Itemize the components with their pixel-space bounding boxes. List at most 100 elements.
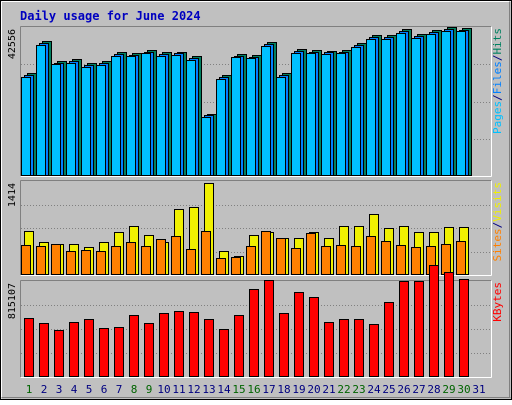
legend-hits-part-4: /: [491, 55, 504, 62]
bar-visits-s2-day-11: [171, 236, 181, 275]
panel-visits: 1414 Sites/Visits: [7, 180, 504, 276]
day-label-12: 12: [187, 383, 200, 396]
bar-kbytes-s1-day-1: [24, 318, 34, 377]
bar-kbytes-s1-day-12: [189, 312, 199, 377]
bar-hits-s3-day-4: [66, 63, 76, 176]
bar-kbytes-s1-day-17: [264, 280, 274, 377]
bar-hits-s3-day-10: [156, 56, 166, 176]
bar-visits-s2-day-4: [66, 251, 76, 275]
bar-visits-s2-day-25: [381, 241, 391, 275]
legend-visits-part-2: /: [491, 222, 504, 229]
bar-hits-s3-day-11: [171, 55, 181, 176]
legend-hits-part-3: Files: [491, 61, 504, 94]
bar-kbytes-s1-day-26: [399, 281, 409, 377]
bar-kbytes-s1-day-4: [69, 322, 79, 377]
bar-kbytes-s1-day-22: [339, 319, 349, 377]
bar-kbytes-s1-day-2: [39, 323, 49, 377]
bar-hits-s3-day-1: [21, 77, 31, 176]
bar-visits-s2-day-23: [351, 246, 361, 275]
bar-kbytes-s1-day-30: [459, 279, 469, 377]
bar-hits-s3-day-29: [441, 31, 451, 176]
day-labels: 1 2 3 4 5 6 7 8 9 10 11 12 13 14 15 16 17 18 19 20 21 22 23 24 2…: [26, 383, 486, 396]
day-label-21: 21: [322, 383, 335, 396]
chart-title: Daily usage for June 2024: [20, 9, 201, 23]
bar-visits-s2-day-24: [366, 236, 376, 275]
bar-visits-s2-day-10: [156, 239, 166, 275]
bar-visits-s2-day-12: [186, 249, 196, 275]
bar-kbytes-s1-day-21: [324, 322, 334, 377]
bar-hits-s3-day-24: [366, 39, 376, 176]
bar-hits-s3-day-25: [381, 39, 391, 176]
bar-visits-s2-day-9: [141, 246, 151, 275]
bar-kbytes-s1-day-8: [129, 315, 139, 377]
bar-kbytes-s1-day-23: [354, 319, 364, 377]
bar-visits-s2-day-3: [51, 244, 61, 275]
day-label-11: 11: [172, 383, 185, 396]
chart-panels: 42556Pages/Files/Hits1414Sites/Visits815…: [7, 26, 504, 378]
panel-hits-ytick-label: 42556: [7, 29, 18, 59]
bar-hits-s3-day-6: [96, 65, 106, 176]
bar-kbytes-s1-day-25: [384, 302, 394, 377]
bar-hits-s3-day-8: [126, 56, 136, 176]
bar-kbytes-s1-day-11: [174, 311, 184, 377]
bar-visits-s2-day-17: [261, 231, 271, 275]
bar-visits-s2-day-6: [96, 251, 106, 275]
bar-kbytes-s1-day-3: [54, 330, 64, 377]
bar-hits-s3-day-17: [261, 46, 271, 176]
bar-kbytes-s1-day-20: [309, 297, 319, 377]
day-label-1: 1: [26, 383, 33, 396]
day-label-16: 16: [247, 383, 260, 396]
day-label-25: 25: [382, 383, 395, 396]
bar-kbytes-s1-day-24: [369, 324, 379, 377]
day-label-8: 8: [131, 383, 138, 396]
panel-kbytes-legend: KBytes: [491, 282, 504, 322]
bar-visits-s2-day-13: [201, 231, 211, 275]
day-label-27: 27: [412, 383, 425, 396]
bar-visits-s2-day-20: [306, 233, 316, 275]
bar-hits-s3-day-28: [426, 34, 436, 176]
day-label-2: 2: [41, 383, 48, 396]
bar-hits-s3-day-5: [81, 67, 91, 176]
day-label-19: 19: [292, 383, 305, 396]
bar-kbytes-s1-day-9: [144, 323, 154, 377]
bar-hits-s3-day-26: [396, 33, 406, 176]
legend-visits-part-3: Visits: [491, 182, 504, 222]
panel-visits-ytick-label: 1414: [7, 183, 18, 207]
bar-visits-s2-day-14: [216, 258, 226, 275]
day-label-5: 5: [86, 383, 93, 396]
bar-visits-s2-day-30: [456, 241, 466, 275]
bar-hits-s3-day-21: [321, 54, 331, 176]
legend-kbytes-part-1: KBytes: [491, 282, 504, 322]
bar-kbytes-s1-day-27: [414, 281, 424, 377]
bar-kbytes-s1-day-14: [219, 329, 229, 377]
day-label-9: 9: [146, 383, 153, 396]
bar-kbytes-s1-day-5: [84, 319, 94, 377]
bar-visits-s2-day-1: [21, 245, 31, 275]
bar-hits-s3-day-18: [276, 77, 286, 176]
bar-visits-s2-day-5: [81, 250, 91, 275]
panel-kbytes: 815107 KBytes: [7, 265, 504, 378]
legend-hits-part-5: Hits: [491, 28, 504, 55]
day-label-14: 14: [217, 383, 231, 396]
bar-hits-s3-day-3: [51, 64, 61, 176]
bar-hits-s3-day-16: [246, 58, 256, 176]
bar-visits-s2-day-22: [336, 245, 346, 275]
bar-hits-s3-day-9: [141, 53, 151, 176]
bar-visits-s2-day-16: [246, 246, 256, 275]
day-label-30: 30: [457, 383, 470, 396]
bar-hits-s3-day-14: [216, 79, 226, 176]
day-label-24: 24: [367, 383, 381, 396]
bar-kbytes-s1-day-13: [204, 319, 214, 377]
bar-kbytes-s1-day-19: [294, 292, 304, 377]
bar-kbytes-s1-day-15: [234, 315, 244, 377]
day-label-13: 13: [202, 383, 215, 396]
day-label-4: 4: [71, 383, 78, 396]
bar-kbytes-s1-day-7: [114, 327, 124, 377]
day-label-22: 22: [337, 383, 350, 396]
day-label-6: 6: [101, 383, 108, 396]
bar-hits-s3-day-7: [111, 56, 121, 176]
bar-visits-s2-day-18: [276, 238, 286, 275]
day-label-26: 26: [397, 383, 410, 396]
